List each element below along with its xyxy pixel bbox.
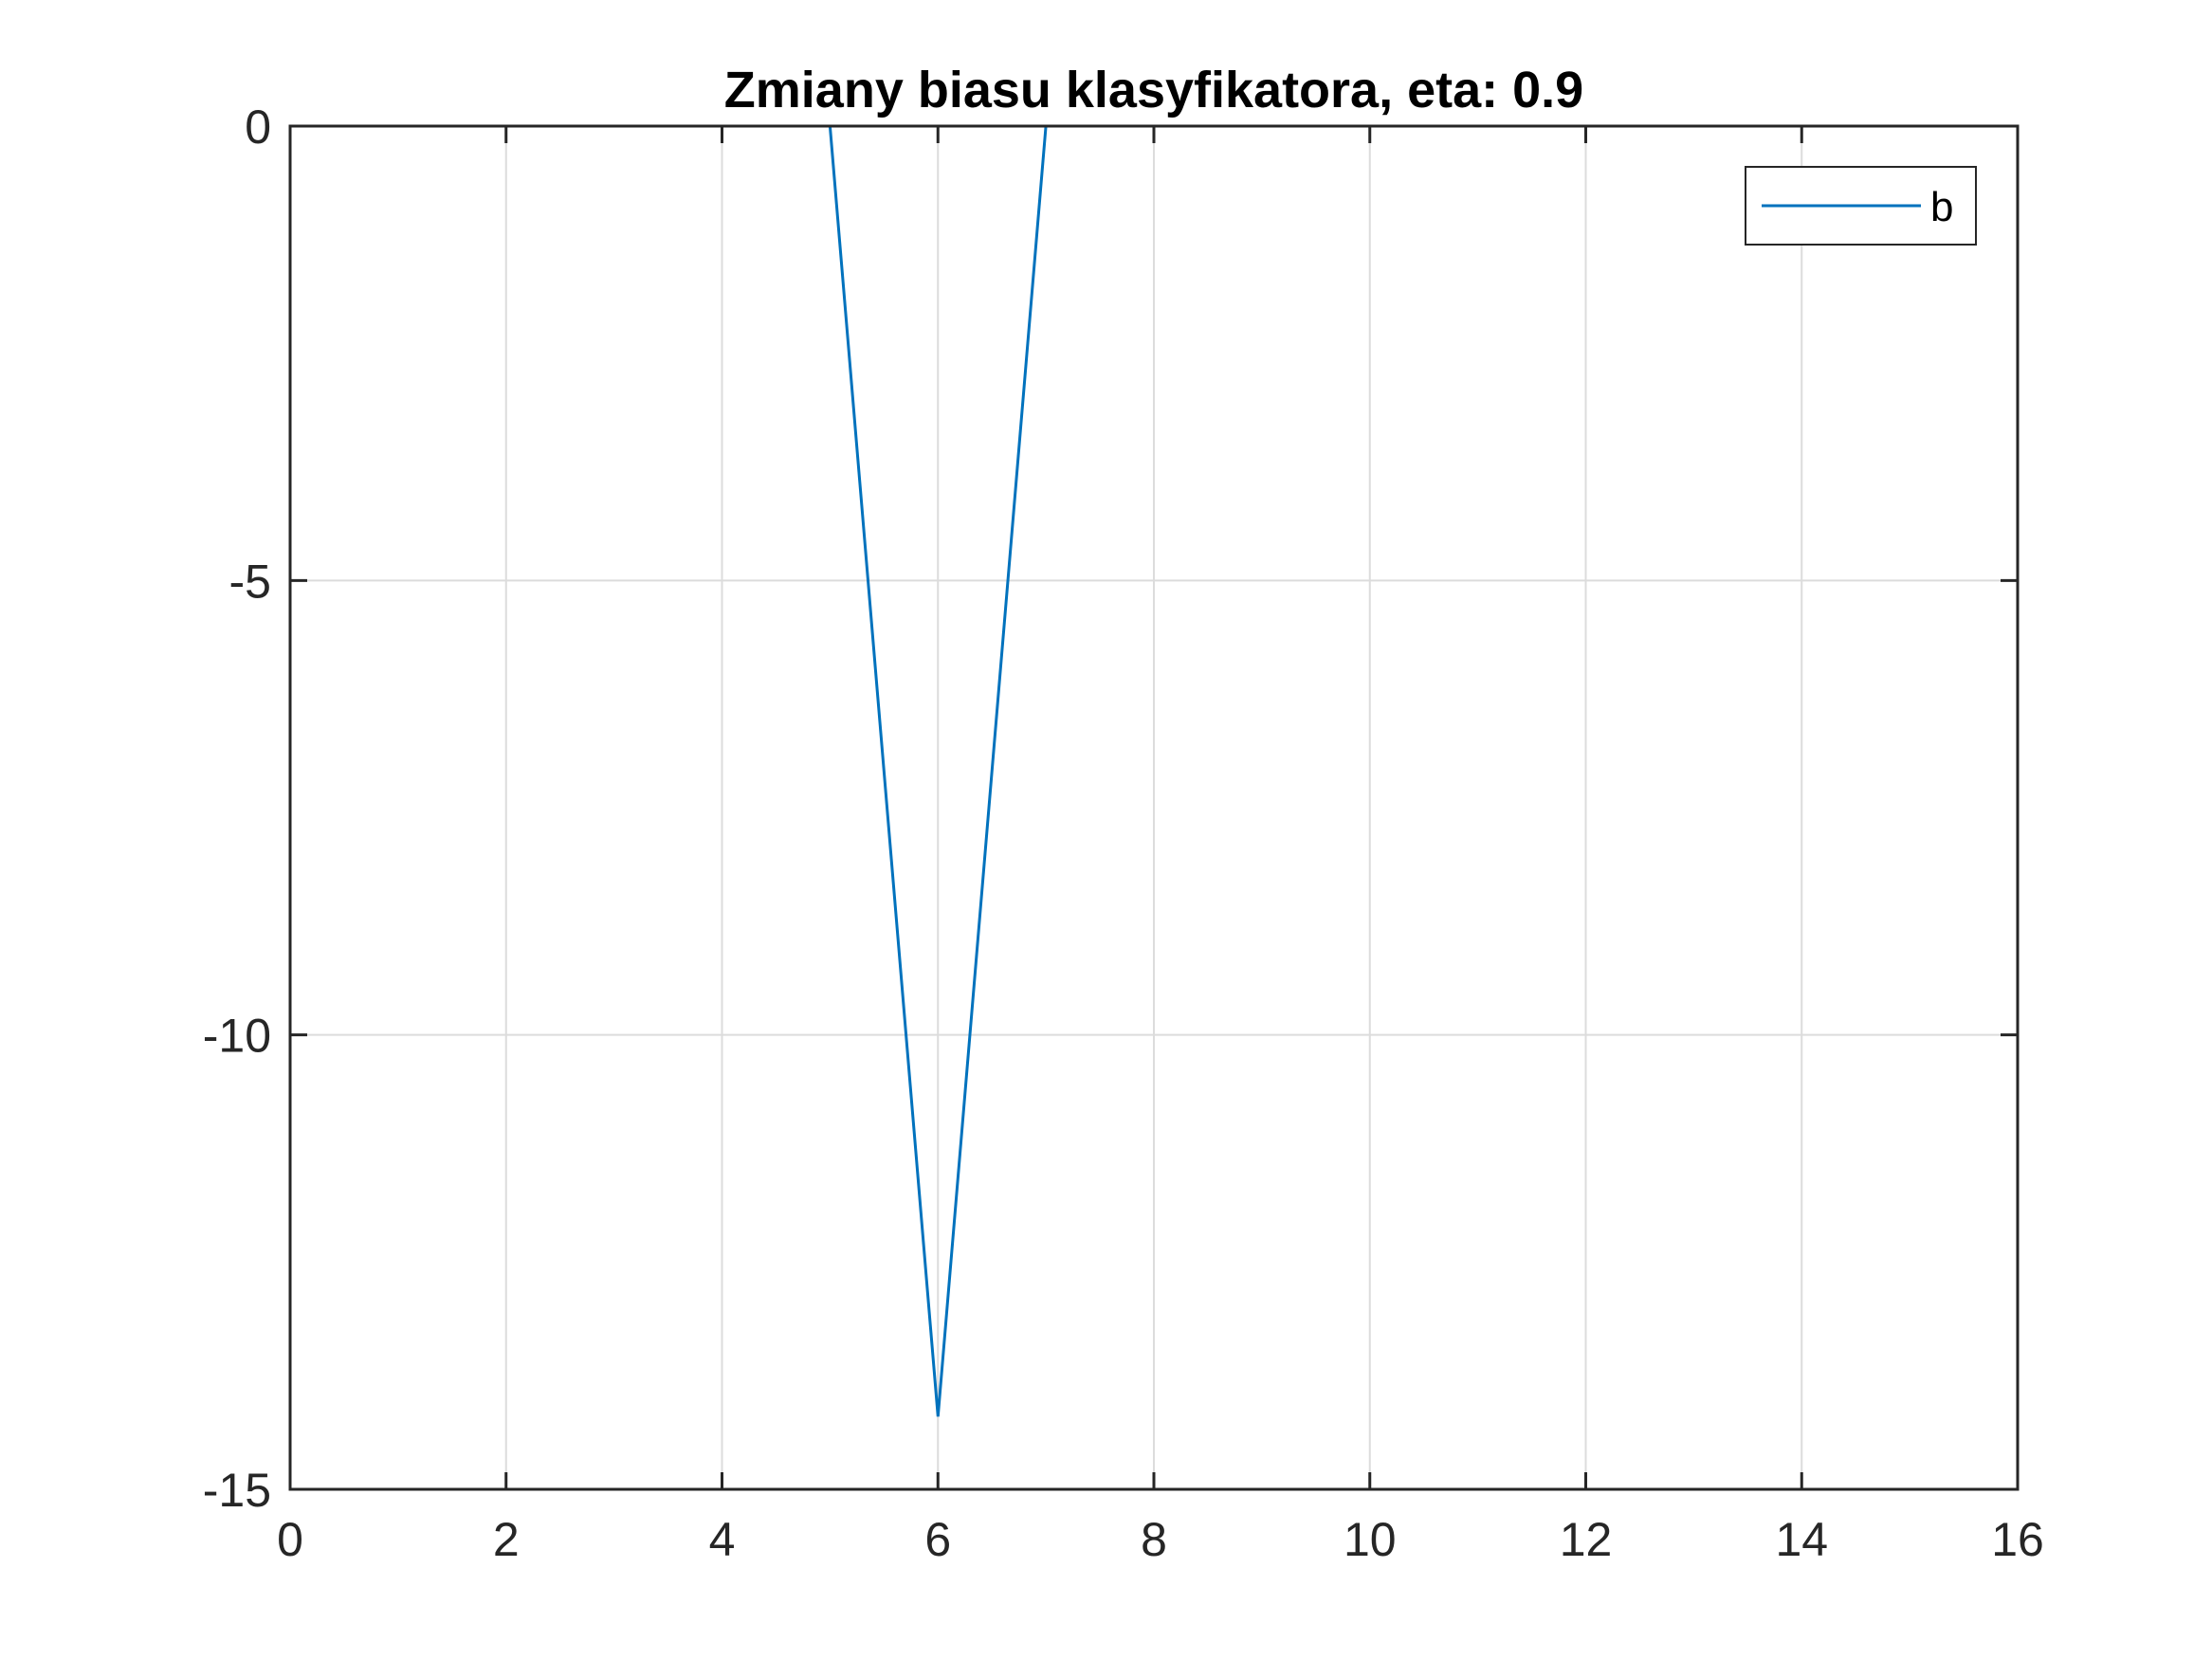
x-tick-label: 2: [493, 1513, 520, 1566]
grid-lines: [290, 126, 2018, 1489]
x-tick-labels: 0 2 4 6 8 10 12 14 16: [277, 1513, 2044, 1566]
legend: b: [1745, 166, 1977, 246]
x-tick-label: 16: [1991, 1513, 2044, 1566]
x-tick-label: 10: [1344, 1513, 1397, 1566]
y-tick-label: -10: [203, 1010, 271, 1063]
y-tick-label: -5: [229, 555, 271, 608]
tick-marks: [288, 124, 2020, 1491]
legend-label-b: b: [1930, 184, 1953, 230]
y-tick-labels: 0 -5 -10 -15: [203, 100, 271, 1517]
x-tick-label: 6: [924, 1513, 951, 1566]
y-tick-label: 0: [245, 100, 271, 154]
x-tick-label: 8: [1141, 1513, 1167, 1566]
chart-title: Zmiany biasu klasyfikatora, eta: 0.9: [724, 62, 1583, 118]
x-tick-label: 0: [277, 1513, 303, 1566]
x-tick-label: 14: [1775, 1513, 1828, 1566]
y-tick-label: -15: [203, 1464, 271, 1517]
x-tick-label: 12: [1560, 1513, 1613, 1566]
x-tick-label: 4: [709, 1513, 736, 1566]
